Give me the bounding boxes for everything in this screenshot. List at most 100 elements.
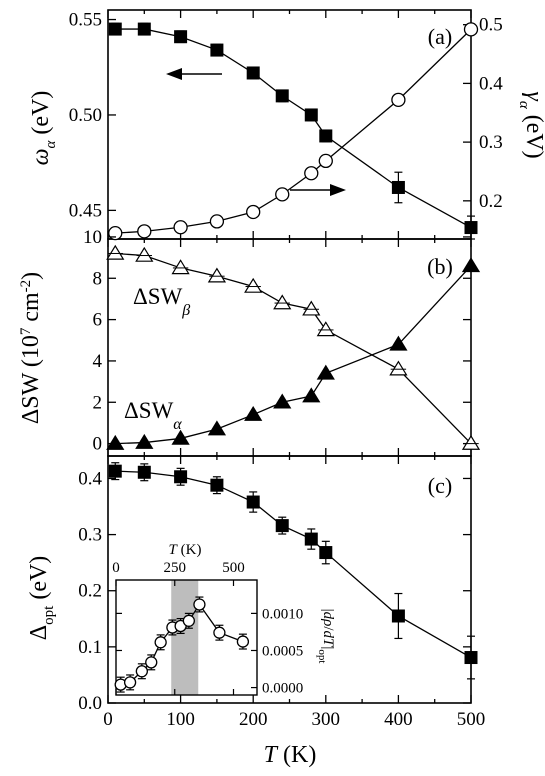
panel-b-sw-alpha-point bbox=[273, 393, 292, 409]
inset-y-tick-label: 0.0010 bbox=[262, 606, 303, 622]
panel-c-gap-point bbox=[210, 478, 224, 492]
panel-a-left-tick-label: 0.45 bbox=[69, 200, 102, 221]
panel-a-omega-point bbox=[108, 22, 122, 36]
panel-a-gamma-point bbox=[173, 220, 188, 235]
panel-b-sw-beta-point bbox=[135, 246, 154, 262]
panel-b-sw-beta-point bbox=[273, 294, 292, 310]
panel-b-sw-alpha-point bbox=[389, 335, 408, 351]
panel-b-sw-beta-point bbox=[316, 321, 335, 337]
panel-a-right-arrow bbox=[290, 184, 346, 196]
panel-a-omega-line bbox=[115, 28, 472, 229]
inset-shaded-band bbox=[171, 580, 199, 695]
inset-derivative-point bbox=[213, 626, 226, 639]
panel-b-sw-beta-point bbox=[389, 360, 408, 376]
inset-derivative-point bbox=[145, 656, 158, 669]
panel-b-ylabel: ΔSW (107 cm-2) bbox=[18, 272, 44, 424]
panel-a-gamma-point bbox=[108, 225, 123, 241]
panel-a-ylabel-left: ωα (eV) bbox=[28, 91, 59, 166]
inset-x-tick-label: 250 bbox=[164, 560, 187, 576]
panel-a-right-tick-label: 0.2 bbox=[479, 191, 503, 212]
panel-b-sw-alpha-point bbox=[302, 387, 321, 403]
panel-b-left-tick-label: 4 bbox=[93, 351, 103, 372]
panel-b-left-tick-label: 6 bbox=[93, 310, 103, 331]
panel-a-gamma-line bbox=[115, 28, 472, 234]
panel-b-sw-alpha-point bbox=[207, 420, 227, 436]
panel-b-sw-beta-point bbox=[244, 277, 263, 293]
panel-b-sw-alpha-point bbox=[106, 434, 125, 450]
inset-frame bbox=[115, 579, 258, 696]
panel-a-gamma-point bbox=[391, 92, 406, 107]
panel-a-gamma-point bbox=[137, 224, 152, 239]
inset-shaded-region bbox=[171, 580, 199, 695]
panel-a-omega-point bbox=[464, 221, 478, 235]
annotation-delta-sw-beta: ΔSWβ bbox=[133, 284, 190, 319]
panel-a-right-tick-label: 0.5 bbox=[479, 15, 503, 36]
panel-a-left-tick-label: 0.50 bbox=[69, 105, 102, 126]
panel-a-omega-point bbox=[174, 30, 188, 44]
panel-a-gamma-point bbox=[246, 204, 261, 220]
panel-c-gap-point bbox=[319, 546, 333, 560]
panel-c-gap-point bbox=[174, 470, 188, 484]
panel-c-left-tick-label: 0.1 bbox=[78, 637, 102, 658]
panel-a-gamma-point bbox=[304, 166, 319, 181]
panel-a-gamma-point bbox=[318, 153, 333, 169]
inset-derivative-point bbox=[182, 614, 196, 627]
inset-derivative-point bbox=[154, 636, 167, 649]
panel-c-label: (c) bbox=[428, 473, 452, 498]
x-tick-label: 0 bbox=[103, 709, 113, 730]
panel-b-sw-beta-point bbox=[171, 259, 190, 275]
panel-c-gap-point bbox=[137, 465, 151, 479]
inset-y-tick-label: 0.0005 bbox=[262, 643, 303, 659]
panel-b-sw-alpha-point bbox=[244, 405, 263, 421]
inset-derivative-point bbox=[123, 676, 137, 689]
panel-b-sw-beta-point bbox=[461, 434, 481, 450]
panel-a-omega-point bbox=[137, 22, 151, 36]
panel-a-gamma-point bbox=[463, 22, 479, 37]
panel-a-frame bbox=[107, 9, 472, 240]
panel-a-gamma-point bbox=[209, 214, 225, 229]
panel-c-gap-point bbox=[391, 609, 405, 623]
x-axis-title: T (K) bbox=[264, 742, 317, 768]
panel-b-sw-beta-point bbox=[106, 244, 125, 260]
panel-a-omega-point bbox=[210, 43, 224, 57]
panel-c-gap-point bbox=[246, 495, 260, 509]
panel-c-gap-point bbox=[464, 651, 478, 665]
inset-y-tick-label: 0.0000 bbox=[262, 681, 303, 697]
panel-a-omega-point bbox=[304, 108, 318, 122]
inset-x-tick-label: 0 bbox=[112, 560, 120, 576]
panel-b-sw-beta-point bbox=[302, 300, 321, 316]
inset-right-ylabel: |dρ/dT|opt bbox=[316, 609, 336, 664]
panel-a-omega-point bbox=[391, 180, 405, 194]
panel-b-frame bbox=[107, 238, 472, 457]
panel-a-gamma-point bbox=[275, 187, 290, 202]
panel-a-right-tick-label: 0.3 bbox=[479, 132, 503, 153]
x-tick-label: 100 bbox=[166, 709, 195, 730]
panel-b-label: (b) bbox=[427, 254, 453, 279]
panel-c-gap-line bbox=[115, 470, 472, 659]
inset-x-tick-label: 500 bbox=[222, 560, 245, 576]
x-tick-label: 200 bbox=[239, 709, 268, 730]
panel-c-gap-point bbox=[304, 532, 318, 546]
inset-derivative-point bbox=[135, 665, 149, 678]
panel-c-left-tick-label: 0.0 bbox=[78, 693, 102, 714]
panel-c-ylabel: Δopt (eV) bbox=[26, 556, 57, 641]
panel-b-sw-alpha-point bbox=[171, 429, 190, 445]
panel-b-sw-alpha-point bbox=[461, 257, 481, 273]
panel-a-omega-point bbox=[319, 129, 333, 143]
panel-a-left-arrow bbox=[166, 68, 222, 80]
panel-b-sw-alpha-line bbox=[115, 265, 472, 445]
panel-b-sw-beta-line bbox=[115, 252, 472, 445]
panel-c-left-tick-label: 0.3 bbox=[78, 525, 102, 546]
x-tick-label: 500 bbox=[457, 709, 486, 730]
panel-b-sw-beta-point bbox=[207, 267, 227, 283]
x-tick-label: 400 bbox=[384, 709, 413, 730]
panel-c-left-tick-label: 0.2 bbox=[78, 581, 102, 602]
panel-b-left-tick-label: 0 bbox=[93, 434, 103, 455]
panel-b-sw-alpha-point bbox=[135, 433, 154, 449]
panel-b-left-tick-label: 8 bbox=[93, 268, 103, 289]
panel-b-sw-alpha-point bbox=[316, 364, 335, 380]
panel-b-left-tick-label: 10 bbox=[83, 227, 102, 248]
inset-derivative-point bbox=[193, 598, 206, 611]
panel-a-ylabel-right: γα (eV) bbox=[516, 91, 545, 158]
